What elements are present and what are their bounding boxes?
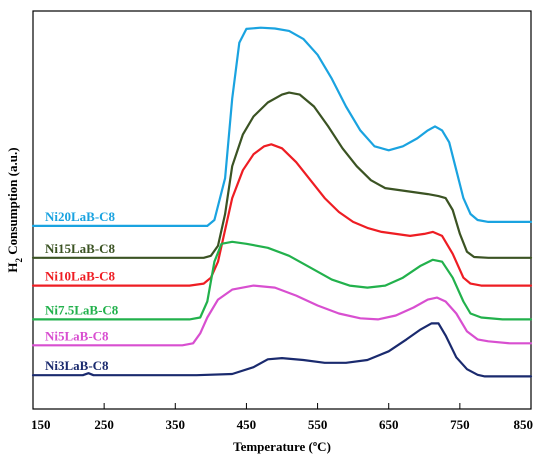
series-line: [31, 240, 533, 321]
x-tick-label: 250: [94, 417, 114, 432]
x-tick-label: 550: [308, 417, 328, 432]
y-axis-title-rest: Consumption (a.u.): [5, 147, 20, 258]
series-label: Ni3LaB-C8: [45, 358, 109, 373]
x-tick-label: 750: [450, 417, 470, 432]
x-tick-label: 650: [379, 417, 399, 432]
series-label: Ni7.5LaB-C8: [45, 302, 119, 317]
y-axis-title: H2 Consumption (a.u.): [5, 147, 24, 272]
series-line: [31, 91, 533, 259]
y-axis-title-subscript: 2: [14, 257, 24, 262]
series-lines: [31, 26, 533, 378]
x-tick-label: 850: [514, 417, 534, 432]
series-label: Ni15LaB-C8: [45, 241, 116, 256]
series-label: Ni5LaB-C8: [45, 328, 109, 343]
series-labels: Ni20LaB-C8 Ni15LaB-C8 Ni10LaB-C8 Ni7.5LaB-C…: [45, 209, 119, 373]
x-axis-title: Temperature (ºC): [233, 439, 331, 454]
x-tick-label: 450: [237, 417, 257, 432]
series-line: [31, 143, 533, 287]
series-label: Ni10LaB-C8: [45, 269, 116, 284]
plot-frame: [32, 10, 532, 410]
x-axis-ticks: [32, 403, 532, 409]
x-axis-tick-labels: 150 250 350 450 550 650 750 850: [31, 417, 533, 432]
x-tick-label: 150: [31, 417, 51, 432]
y-axis-title-main: H: [5, 262, 20, 272]
series-line: [31, 322, 533, 378]
series-line: [31, 26, 533, 227]
x-tick-label: 350: [166, 417, 186, 432]
series-label: Ni20LaB-C8: [45, 209, 116, 224]
series-line: [31, 284, 533, 347]
